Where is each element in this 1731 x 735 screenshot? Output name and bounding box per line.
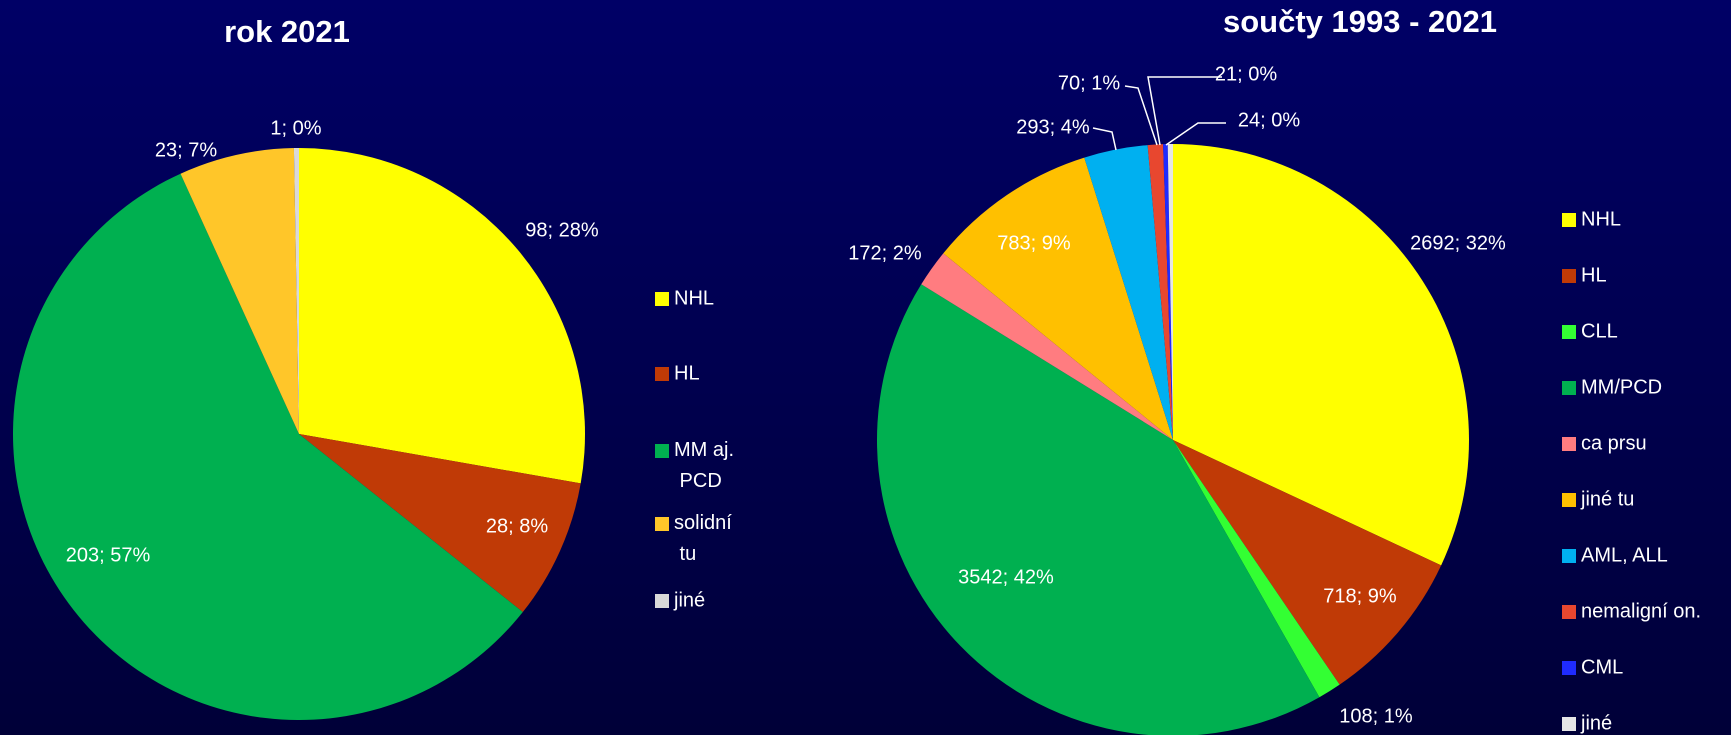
data-label: 23; 7% — [155, 139, 217, 161]
legend-label: nemaligní on. — [1581, 600, 1701, 622]
legend-swatch — [1562, 381, 1576, 395]
data-label: 718; 9% — [1323, 585, 1397, 607]
pie-slice — [1167, 144, 1173, 440]
legend-swatch — [1562, 661, 1576, 675]
data-label: 21; 0% — [1215, 63, 1277, 85]
legend-swatch — [655, 367, 669, 381]
legend-label: MM/PCD — [1581, 376, 1662, 398]
data-label: 28; 8% — [486, 515, 548, 537]
legend-label: MM aj. PCD — [674, 439, 734, 492]
pie-slice — [877, 284, 1320, 735]
legend-swatch — [655, 444, 669, 458]
legend-label: NHL — [1581, 208, 1621, 230]
pie-slice — [299, 434, 581, 613]
legend-label: ca prsu — [1581, 432, 1647, 454]
legend-label: CML — [1581, 656, 1623, 678]
pie-slice — [943, 157, 1173, 440]
leader-line — [1092, 127, 1117, 151]
legend-swatch — [1562, 213, 1576, 227]
pie-slice — [1163, 144, 1173, 441]
legend-swatch — [1562, 437, 1576, 451]
pie-slice — [1173, 440, 1442, 685]
chart-title: součty 1993 - 2021 — [1223, 4, 1497, 39]
data-label: 1; 0% — [270, 117, 321, 139]
legend-swatch — [1562, 493, 1576, 507]
leader-line — [1165, 122, 1226, 146]
data-label: 24; 0% — [1238, 109, 1300, 131]
legend-label: jiné — [673, 589, 705, 611]
leader-line — [1147, 76, 1222, 146]
legend-label: NHL — [674, 287, 714, 309]
data-label: 172; 2% — [848, 242, 922, 264]
pie-slice — [1147, 144, 1173, 440]
pie-slice — [1173, 144, 1469, 566]
data-label: 70; 1% — [1058, 72, 1120, 94]
leader-line — [1124, 85, 1158, 146]
legend-swatch — [1562, 269, 1576, 283]
legend-label: AML, ALL — [1581, 544, 1668, 566]
data-label: 2692; 32% — [1410, 232, 1506, 254]
pie-slice — [293, 148, 299, 434]
data-label: 783; 9% — [997, 232, 1071, 254]
data-label: 98; 28% — [525, 219, 599, 241]
pie-slice — [1084, 145, 1173, 440]
legend-label: HL — [1581, 264, 1607, 286]
pie-slice — [299, 148, 585, 484]
legend-label: CLL — [1581, 320, 1618, 342]
legend-label: HL — [674, 362, 700, 384]
legend-swatch — [1562, 717, 1576, 731]
data-label: 293; 4% — [1016, 116, 1090, 138]
legend-swatch — [655, 594, 669, 608]
pie-slice — [12, 173, 523, 721]
legend-label: jiné tu — [1580, 488, 1634, 510]
chart-title: rok 2021 — [224, 14, 350, 49]
legend-swatch — [1562, 605, 1576, 619]
pie-slice — [1173, 440, 1340, 698]
data-label: 203; 57% — [66, 544, 151, 566]
legend-swatch — [1562, 325, 1576, 339]
legend-swatch — [1562, 549, 1576, 563]
data-label: 108; 1% — [1339, 705, 1413, 727]
pie-slice — [180, 148, 299, 435]
legend-label: solidní tu — [674, 512, 732, 565]
legend-label: jiné — [1580, 712, 1612, 734]
pie-slice — [921, 253, 1173, 440]
data-label: 3542; 42% — [958, 566, 1054, 588]
legend-swatch — [655, 517, 669, 531]
legend-swatch — [655, 292, 669, 306]
